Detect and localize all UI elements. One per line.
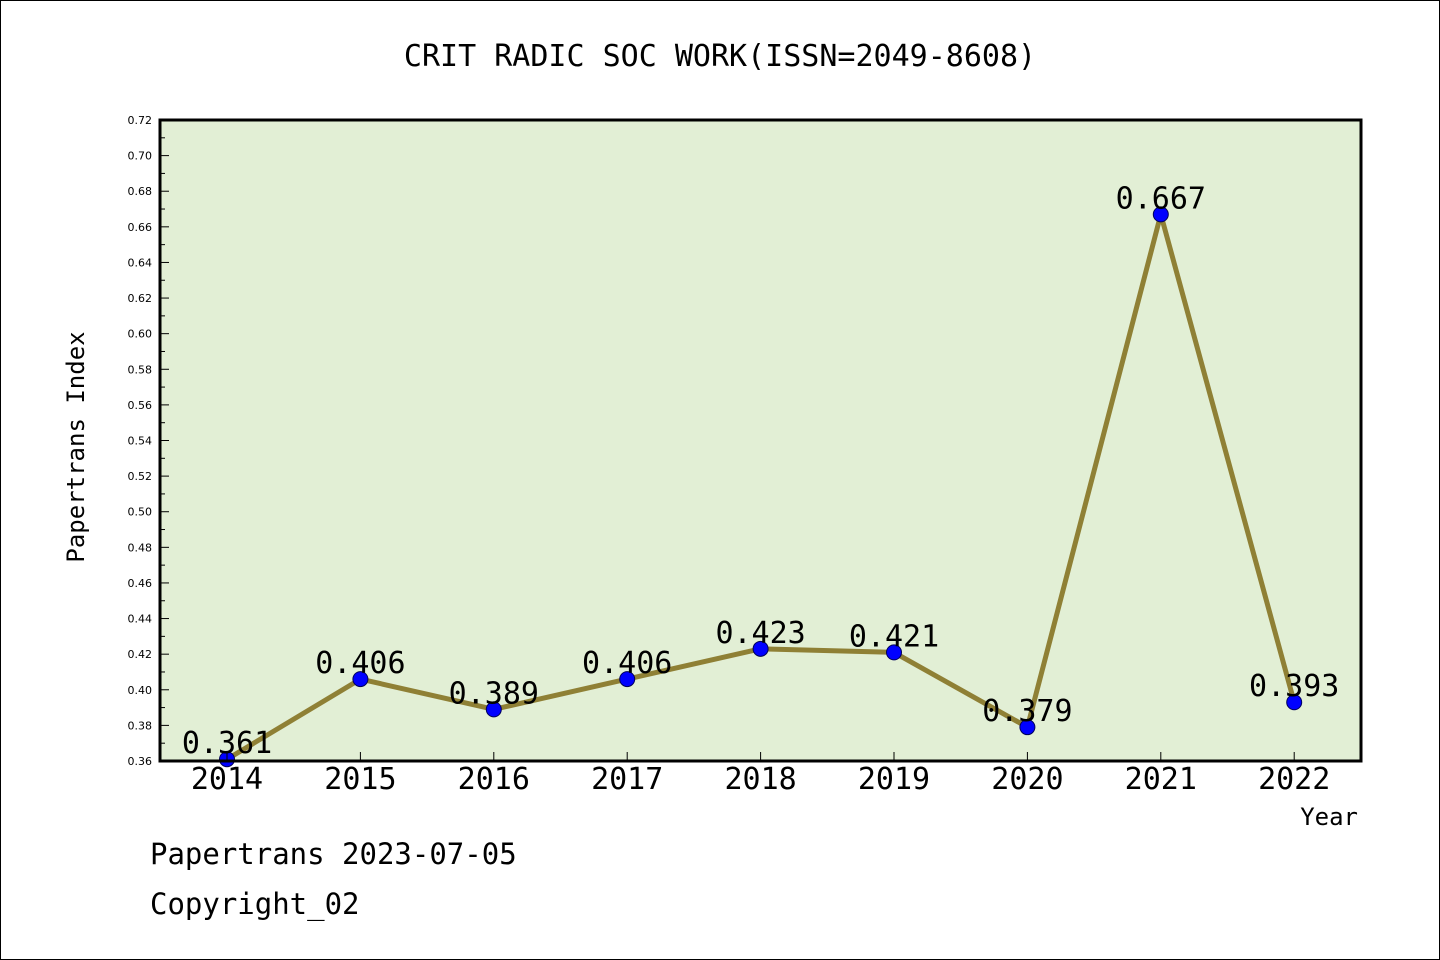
y-tick-label: 0.48: [128, 541, 153, 554]
x-tick-label-2022: 2022: [1258, 762, 1330, 797]
x-tick-label-2014: 2014: [191, 762, 263, 797]
x-tick-label-2019: 2019: [858, 762, 930, 797]
y-tick-label: 0.50: [128, 506, 153, 519]
data-label-2015: 0.406: [315, 646, 405, 681]
y-axis-label: Papertrans Index: [62, 331, 90, 562]
x-tick-label-2020: 2020: [991, 762, 1063, 797]
y-tick-label: 0.62: [128, 292, 153, 305]
y-tick-label: 0.46: [128, 577, 153, 590]
y-tick-label: 0.72: [128, 114, 153, 127]
data-label-2021: 0.667: [1116, 181, 1206, 216]
y-tick-label: 0.38: [128, 719, 153, 732]
footer-date: Papertrans 2023-07-05: [150, 837, 517, 871]
data-label-2017: 0.406: [582, 646, 672, 681]
data-point-2019: [886, 644, 902, 661]
data-label-2018: 0.423: [715, 616, 805, 651]
y-axis: 0.36 0.38 0.40 0.42 0.44 0.46 0.48 0.50 0.52 0.54…: [128, 114, 169, 768]
plot-border: [158, 118, 1363, 763]
data-label-2016: 0.389: [449, 676, 539, 711]
x-axis-label: Year: [1300, 803, 1358, 831]
data-point-2018: [752, 640, 769, 657]
y-tick-label: 0.40: [128, 684, 153, 697]
y-tick-label: 0.66: [128, 221, 153, 234]
y-tick-label: 0.52: [128, 470, 153, 483]
x-tick-label-2018: 2018: [724, 762, 796, 797]
y-tick-label: 0.60: [128, 328, 153, 341]
x-tick-label-2017: 2017: [591, 762, 663, 797]
y-tick-label: 0.36: [128, 755, 153, 768]
data-point-2017: [619, 671, 636, 688]
y-tick-label: 0.64: [128, 256, 153, 269]
chart-title: CRIT RADIC SOC WORK(ISSN=2049-8608): [404, 39, 1036, 74]
data-label-2022: 0.393: [1249, 669, 1339, 704]
data-point-2022: [1286, 694, 1303, 711]
data-point-2021: [1152, 206, 1169, 223]
y-tick-label: 0.44: [128, 613, 153, 626]
x-axis: 2014 2015 2016 2017 2018 2019 2020 2021 2022: [191, 752, 1330, 797]
data-point-2020: [1019, 719, 1036, 736]
footer-copyright: Copyright_02: [150, 887, 360, 922]
y-tick-label: 0.56: [128, 399, 153, 412]
data-point-2015: [352, 671, 369, 688]
data-label-2019: 0.421: [849, 619, 939, 654]
x-tick-label-2015: 2015: [324, 762, 396, 797]
y-tick-label: 0.42: [128, 648, 153, 661]
data-label-2020: 0.379: [982, 694, 1072, 729]
y-tick-label: 0.68: [128, 185, 153, 198]
data-markers: [219, 206, 1303, 768]
y-tick-label: 0.70: [128, 150, 153, 163]
x-tick-label-2021: 2021: [1125, 762, 1197, 797]
y-tick-label: 0.54: [128, 435, 153, 448]
data-point-2016: [485, 701, 502, 718]
y-tick-label: 0.58: [128, 363, 153, 376]
x-tick-label-2016: 2016: [458, 762, 530, 797]
